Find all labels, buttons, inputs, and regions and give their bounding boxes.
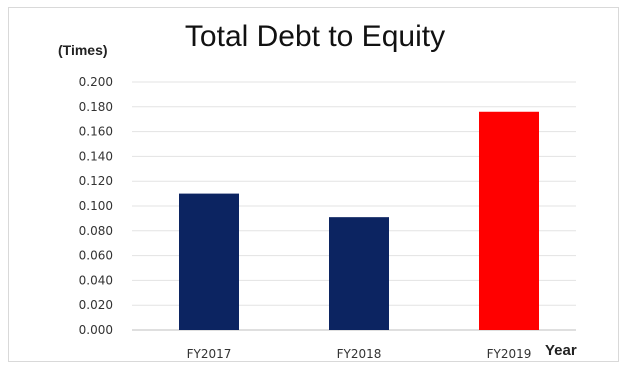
y-tick-label: 0.000 [79, 323, 113, 337]
x-tick-label: FY2018 [337, 347, 382, 361]
x-axis-label: Year [545, 342, 577, 359]
bar-fy2017 [179, 193, 239, 330]
y-tick-label: 0.040 [79, 273, 113, 287]
y-tick-label: 0.120 [79, 174, 113, 188]
y-tick-label: 0.180 [79, 100, 113, 114]
chart-title: Total Debt to Equity [184, 20, 446, 53]
y-axis-unit-label: (Times) [58, 42, 108, 58]
y-tick-label: 0.060 [79, 249, 113, 263]
bar-fy2019 [479, 111, 539, 330]
y-tick-label: 0.100 [79, 199, 113, 213]
y-tick-label: 0.140 [79, 149, 113, 163]
y-tick-label: 0.020 [79, 298, 113, 312]
bar-fy2018 [329, 217, 389, 330]
x-tick-label: FY2017 [187, 347, 232, 361]
y-tick-label: 0.160 [79, 125, 113, 139]
y-tick-label: 0.200 [79, 75, 113, 89]
y-tick-label: 0.080 [79, 224, 113, 238]
x-tick-label: FY2019 [487, 347, 532, 361]
